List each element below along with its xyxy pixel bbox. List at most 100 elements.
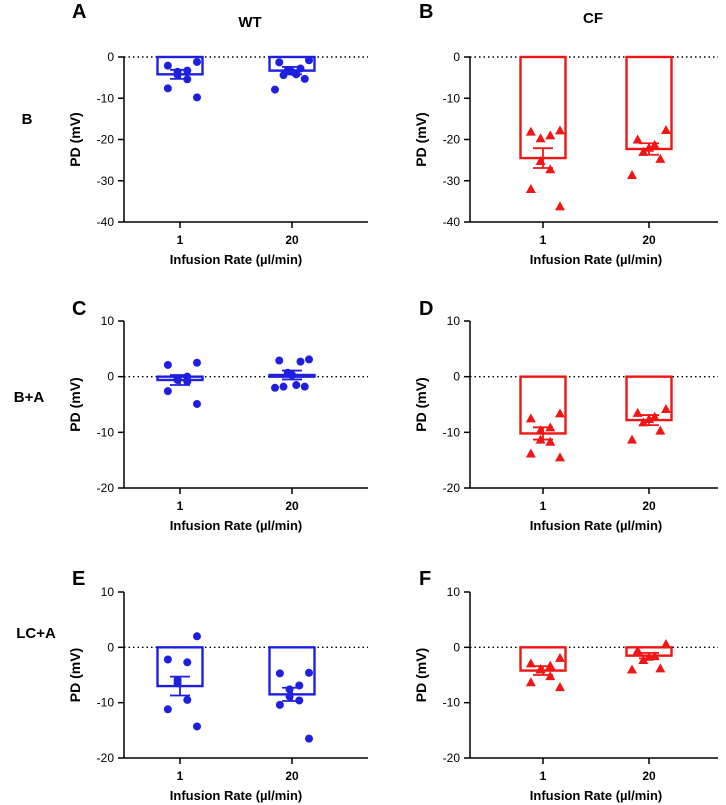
data-point: [285, 692, 294, 701]
y-tick-label: -10: [97, 696, 115, 710]
data-point: [638, 417, 649, 427]
data-point: [173, 679, 182, 688]
data-point: [545, 164, 556, 174]
y-axis-label: PD (mV): [413, 648, 429, 702]
y-axis-label: PD (mV): [413, 112, 429, 166]
x-tick-label: 20: [642, 499, 656, 513]
data-point: [183, 695, 192, 704]
data-point: [279, 382, 288, 391]
data-point: [655, 663, 666, 673]
panel-c: C 10 0 -10 -20 PD (mV) 1 20 Infusion Rate (µl/mi…: [67, 298, 368, 533]
y-tick-label: -40: [443, 215, 461, 229]
data-point: [555, 652, 565, 662]
data-point: [292, 70, 301, 79]
data-point: [173, 70, 182, 79]
y-tick-label: 10: [447, 314, 461, 328]
y-tick-label: -40: [97, 215, 115, 229]
data-point: [275, 58, 284, 67]
data-point: [305, 734, 313, 743]
data-point: [300, 74, 309, 83]
data-point: [288, 370, 296, 379]
data-point: [545, 130, 556, 140]
data-point: [163, 61, 172, 70]
x-tick-label: 20: [285, 769, 299, 783]
data-point: [305, 355, 313, 364]
x-axis-label: Infusion Rate (µl/min): [530, 788, 662, 803]
data-point: [661, 403, 671, 413]
data-point: [649, 411, 660, 421]
data-point: [661, 125, 671, 135]
data-point: [183, 66, 192, 75]
panel-d: D 10 0 -10 -20 PD (mV) 1 20 Infusion Rate (µl/mi…: [413, 298, 718, 533]
bar: [519, 375, 567, 435]
y-tick-label: 0: [107, 370, 114, 384]
data-point: [163, 84, 172, 93]
column-title-wt: WT: [238, 14, 261, 31]
y-tick-label: 0: [453, 640, 460, 654]
data-point: [275, 669, 284, 678]
data-point: [271, 383, 279, 392]
data-point: [632, 407, 643, 417]
x-tick-label: 1: [177, 233, 184, 247]
data-point: [525, 658, 536, 668]
data-point: [193, 399, 201, 408]
data-point: [555, 125, 565, 135]
data-point: [535, 155, 546, 165]
data-point: [271, 85, 279, 94]
bar: [519, 55, 567, 160]
data-point: [638, 655, 649, 665]
panel-letter: B: [419, 1, 433, 23]
data-point: [193, 358, 201, 367]
y-axis-label: PD (mV): [413, 377, 429, 431]
x-tick-label: 20: [642, 233, 656, 247]
x-axis-label: Infusion Rate (µl/min): [170, 252, 302, 267]
data-point: [296, 357, 305, 366]
y-tick-label: -30: [443, 174, 461, 188]
data-point: [275, 700, 284, 709]
data-point: [525, 126, 536, 136]
y-tick-label: 0: [107, 50, 114, 64]
data-point: [305, 56, 313, 65]
x-axis-label: Infusion Rate (µl/min): [530, 518, 662, 533]
data-point: [173, 376, 182, 385]
data-point: [632, 645, 643, 655]
data-point: [655, 153, 666, 163]
data-point: [555, 408, 565, 418]
data-point: [535, 425, 546, 435]
y-tick-label: -20: [97, 133, 115, 147]
data-point: [627, 169, 637, 179]
data-point: [649, 139, 660, 149]
x-tick-label: 20: [285, 233, 299, 247]
data-point: [644, 413, 654, 423]
x-axis-label: Infusion Rate (µl/min): [170, 788, 302, 803]
data-point: [545, 436, 556, 446]
data-point: [545, 422, 556, 432]
panel-letter: F: [419, 568, 431, 590]
data-point: [644, 142, 654, 152]
row-label-b: B: [22, 111, 33, 128]
x-tick-label: 1: [540, 769, 547, 783]
y-tick-label: -20: [97, 751, 115, 765]
y-tick-label: -10: [443, 91, 461, 105]
x-tick-label: 1: [540, 233, 547, 247]
data-point: [632, 134, 643, 144]
data-point: [193, 57, 201, 66]
data-point: [183, 75, 192, 84]
data-point: [555, 682, 565, 692]
data-point: [163, 655, 172, 664]
data-point: [193, 722, 201, 731]
data-point: [638, 146, 649, 156]
data-point: [305, 668, 313, 677]
data-point: [525, 677, 536, 687]
y-tick-label: -10: [443, 425, 461, 439]
panel-a: A 0 -10 -20 -30 -40 PD (mV) 1 20 Infusion Rate (µ…: [67, 1, 368, 267]
y-tick-label: -20: [443, 481, 461, 495]
y-tick-label: -10: [97, 91, 115, 105]
y-tick-label: 0: [107, 640, 114, 654]
data-point: [535, 664, 546, 674]
data-point: [275, 356, 284, 365]
data-point: [292, 381, 301, 390]
y-tick-label: 10: [447, 585, 461, 599]
data-point: [644, 651, 654, 661]
data-point: [525, 413, 536, 423]
